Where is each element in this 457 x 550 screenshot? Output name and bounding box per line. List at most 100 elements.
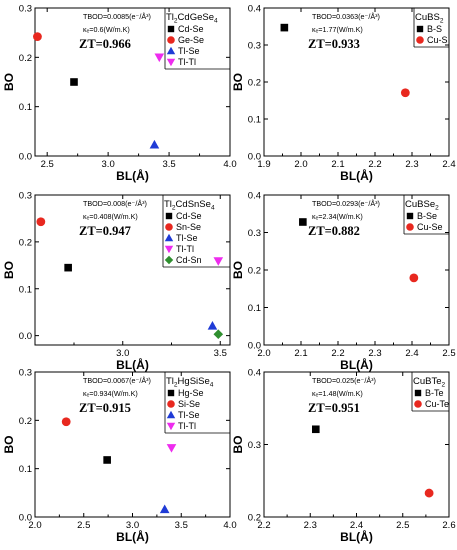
- zt-annotation: ZT=0.915: [79, 401, 131, 415]
- chart-panel-6: 2.2 2.3 2.4 2.5 2.6 0.2 0.3 0.4 BL(Å) BO TBOD=0.02…: [231, 368, 456, 545]
- x-tick-label: 2.5: [396, 520, 409, 531]
- legend-marker-cu-se: [406, 223, 414, 231]
- x-tick-label: 3.0: [102, 159, 115, 170]
- y-tick-label: 0.0: [248, 152, 261, 163]
- tbod-annotation: TBOD=0.0085(e⁻/Å³): [83, 12, 151, 21]
- thermal-conductivity-annotation: κₑ=0.934(W/m.K): [83, 389, 138, 398]
- legend-marker-tl-tl: [166, 58, 176, 67]
- legend-entry-label: B-S: [427, 24, 442, 34]
- zt-annotation: ZT=0.933: [308, 37, 360, 51]
- x-tick-label: 2.3: [405, 159, 418, 170]
- tbod-annotation: TBOD=0.025(e⁻/Å³): [312, 376, 376, 385]
- legend-entry-label: Cu-S: [427, 35, 448, 45]
- y-tick-label: 0.2: [248, 78, 261, 89]
- data-point-si-se: [61, 417, 71, 427]
- x-tick-label: 3.5: [175, 520, 188, 531]
- y-tick-label: 0.2: [19, 416, 32, 427]
- compound-title: Tl2CdGeSe4: [166, 12, 218, 25]
- x-tick-label: 2.5: [77, 520, 90, 531]
- chart-panel-3: 3.0 3.5 0.0 0.1 0.2 0.3 BL(Å) BO TBOD=0.008(e⁻/Å…: [2, 191, 231, 372]
- x-tick-label: 4.0: [223, 159, 236, 170]
- x-tick-label: 3.5: [162, 159, 175, 170]
- legend-entry-label: B-Te: [425, 388, 444, 398]
- legend-marker-cd-se: [165, 212, 173, 220]
- thermal-conductivity-annotation: κₑ=0.6(W/m.K): [83, 25, 130, 34]
- legend-entry-label: Cd-Se: [176, 211, 202, 221]
- data-point-cu-se: [409, 273, 419, 283]
- y-axis-label: BO: [231, 261, 245, 279]
- tbod-annotation: TBOD=0.0293(e⁻/Å³): [312, 199, 380, 208]
- x-axis-label: BL(Å): [116, 529, 149, 544]
- data-point-tl-se: [149, 139, 160, 149]
- y-tick-label: 0.3: [19, 4, 32, 15]
- data-point-cd-se: [64, 263, 72, 272]
- x-tick-label: 2.3: [304, 520, 317, 531]
- y-tick-label: 0.2: [248, 266, 261, 277]
- legend-marker-tl-tl: [164, 245, 174, 254]
- x-tick-label: 4.0: [223, 520, 236, 531]
- legend-entry-label: Tl-Tl: [178, 57, 196, 67]
- legend-entry-label: Tl-Se: [178, 46, 200, 56]
- data-point-tl-se: [207, 320, 218, 330]
- legend-marker-b-se: [406, 212, 414, 220]
- y-axis-label: BO: [2, 261, 16, 279]
- legend-entry-label: Tl-Se: [176, 233, 198, 243]
- data-point-cu-s: [400, 88, 410, 98]
- legend-marker-tl-se: [166, 410, 176, 419]
- legend-marker-tl-se: [164, 233, 174, 242]
- y-tick-label: 0.2: [19, 237, 32, 248]
- y-tick-label: 0.2: [248, 513, 261, 524]
- legend-marker-cd-se: [167, 25, 175, 33]
- thermal-conductivity-annotation: κₑ=0.408(W/m.K): [83, 212, 138, 221]
- x-tick-label: 2.2: [368, 159, 381, 170]
- y-axis-label: BO: [2, 436, 16, 454]
- zt-annotation: ZT=0.947: [79, 224, 131, 238]
- y-tick-label: 0.1: [19, 284, 32, 295]
- data-point-tl-tl: [166, 444, 177, 453]
- compound-title: CuBTe2: [413, 376, 446, 389]
- legend-entry-label: Sn-Se: [176, 222, 201, 232]
- legend-marker-hg-se: [167, 389, 175, 397]
- y-tick-label: 0.0: [19, 513, 32, 524]
- y-axis-label: BO: [231, 73, 245, 91]
- data-point-tl-tl: [213, 257, 224, 266]
- x-axis-label: BL(Å): [116, 168, 149, 183]
- x-tick-label: 2.1: [294, 348, 307, 359]
- x-tick-label: 2.2: [331, 348, 344, 359]
- compound-title: Tl2HgSiSe4: [166, 376, 214, 389]
- data-point-tl-tl: [154, 53, 165, 63]
- tbod-annotation: TBOD=0.0363(e⁻/Å³): [312, 12, 380, 21]
- thermal-conductivity-annotation: κₑ=1.48(W/m.K): [312, 389, 363, 398]
- legend-entry-label: Tl-Se: [178, 410, 200, 420]
- y-tick-label: 0.1: [19, 464, 32, 475]
- data-point-b-s: [280, 23, 289, 32]
- x-tick-label: 2.4: [405, 348, 418, 359]
- y-tick-label: 0.1: [248, 303, 261, 314]
- x-axis-label: BL(Å): [340, 529, 373, 544]
- chart-panel-5: 2.0 2.5 3.0 3.5 4.0 0.0 0.1 0.2 0.3 BL(Å) BO TBOD=0…: [2, 368, 237, 545]
- y-tick-label: 0.3: [248, 228, 261, 239]
- x-tick-label: 2.0: [28, 520, 41, 531]
- legend-marker-tl-tl: [166, 422, 176, 431]
- y-tick-label: 0.4: [248, 191, 261, 202]
- y-tick-label: 0.2: [19, 53, 32, 64]
- zt-annotation: ZT=0.966: [79, 37, 131, 51]
- legend-entry-label: Cu-Se: [417, 222, 443, 232]
- y-axis-label: BO: [2, 73, 16, 91]
- thermal-conductivity-annotation: κₑ=2.34(W/m.K): [312, 212, 363, 221]
- x-tick-label: 2.4: [442, 159, 455, 170]
- chart-panel-1: 2.5 3.0 3.5 4.0 0.0 0.1 0.2 0.3 BL(Å) BO TBOD=0.00…: [2, 4, 237, 184]
- chart-panel-4: 2.0 2.1 2.2 2.3 2.4 2.5 0.0 0.1 0.2 0.3 0.4 BL(Å) BO…: [231, 191, 456, 373]
- compound-title: Tl2CdSnSe4: [164, 199, 215, 212]
- plot-frame: [34, 194, 231, 346]
- thermal-conductivity-annotation: κₑ=1.77(W/m.K): [312, 25, 363, 34]
- data-point-hg-se: [103, 456, 111, 464]
- y-tick-label: 0.3: [19, 191, 32, 202]
- legend-marker-cd-sn: [164, 255, 174, 265]
- data-point-b-te: [312, 425, 320, 434]
- x-tick-label: 2.6: [442, 520, 455, 531]
- data-point-cd-se: [70, 78, 78, 86]
- legend-marker-si-se: [167, 400, 175, 408]
- y-tick-label: 0.3: [248, 440, 261, 451]
